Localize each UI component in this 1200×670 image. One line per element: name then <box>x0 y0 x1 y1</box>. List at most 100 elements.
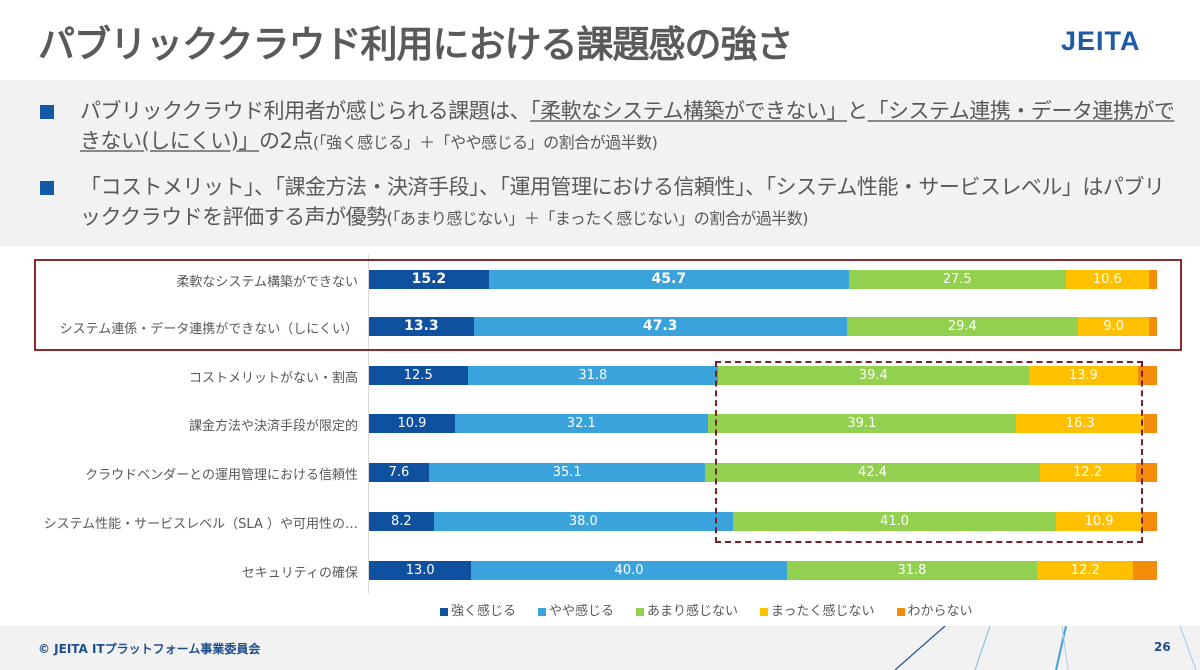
legend-label: あまり感じない <box>647 604 739 619</box>
bar-segment <box>471 561 787 580</box>
footer: © JEITA ITプラットフォーム事業委員会 26 <box>0 626 1200 670</box>
data-label: 13.9 <box>1068 368 1098 383</box>
legend-item: あまり感じない <box>636 600 738 619</box>
data-label: 12.5 <box>403 368 433 383</box>
category-label: 課金方法や決済手段が限定的 <box>188 419 358 434</box>
legend-item: やや感じる <box>538 600 614 619</box>
data-label: 45.7 <box>651 271 687 287</box>
bar-row: 7.6 35.1 42.4 12.2 <box>369 463 1157 482</box>
data-label: 8.2 <box>390 514 412 529</box>
bar-segment <box>718 366 1029 385</box>
bar-segment <box>369 270 489 289</box>
bullet-text-part: 「柔軟なシステム構築ができない」 <box>530 99 848 123</box>
bar-segment <box>1142 512 1157 531</box>
deco-line <box>1055 626 1067 670</box>
data-label: 31.8 <box>578 368 608 383</box>
legend-swatch-icon <box>538 607 547 616</box>
data-label: 12.2 <box>1070 563 1100 578</box>
data-label: 13.3 <box>404 318 439 334</box>
legend-item: 強く感じる <box>440 600 516 619</box>
data-label: 41.0 <box>880 514 910 529</box>
summary-bullet-1: パブリッククラウド利用者が感じられる課題は、「柔軟なシステム構築ができない」と「… <box>40 96 1180 158</box>
data-label: 7.6 <box>388 465 410 480</box>
data-label: 15.2 <box>411 271 447 287</box>
stacked-bar-chart: 柔軟なシステム構築ができない 15.2 45.7 27.5 10.6 システム連係・データ… <box>0 250 1200 630</box>
data-label: 12.2 <box>1073 465 1103 480</box>
category-label: 柔軟なシステム構築ができない <box>176 275 358 290</box>
bar-segment <box>488 270 849 289</box>
bar-segment <box>369 512 434 531</box>
bar-segment <box>454 414 708 433</box>
data-label: 38.0 <box>568 514 598 529</box>
bar-segment <box>786 561 1038 580</box>
bar-row: 8.2 38.0 41.0 10.9 <box>369 512 1157 531</box>
bar-row: 10.9 32.1 39.1 16.3 <box>369 414 1157 433</box>
deco-line <box>894 626 946 670</box>
deco-line <box>1179 626 1197 670</box>
bar-segment <box>1015 414 1145 433</box>
bar-segment <box>369 561 472 580</box>
bar-segment <box>705 463 1040 482</box>
data-label: 27.5 <box>942 272 972 287</box>
deco-line <box>974 626 991 670</box>
data-label: 10.9 <box>1084 514 1114 529</box>
footer-copyright: © JEITA ITプラットフォーム事業委員会 <box>38 642 261 656</box>
square-bullet-icon <box>40 181 54 195</box>
legend-item: まったく感じない <box>760 600 875 619</box>
summary-bullet-2: 「コストメリット」、「課金方法・決済手段」、「運用管理における信頼性」、「システ… <box>40 172 1180 234</box>
bar-segment <box>848 270 1066 289</box>
legend-label: まったく感じない <box>771 604 875 619</box>
legend-label: やや感じる <box>549 604 615 619</box>
legend-item: わからない <box>896 600 973 619</box>
bullet-text-part: (「あまり感じない」＋「まったく感じない」の割合が過半数) <box>386 209 809 228</box>
bar-row: 12.5 31.8 39.4 13.9 <box>369 366 1157 385</box>
bar-segment <box>733 512 1057 531</box>
summary-box: パブリッククラウド利用者が感じられる課題は、「柔軟なシステム構築ができない」と「… <box>0 80 1200 246</box>
legend-label: 強く感じる <box>451 604 517 619</box>
data-label: 42.4 <box>858 465 887 480</box>
data-label: 31.8 <box>897 563 927 578</box>
bar-segment <box>369 317 474 336</box>
deco-line <box>1061 626 1069 670</box>
bullet-text-part: パブリッククラウド利用者が感じられる課題は、 <box>80 99 531 123</box>
legend-swatch-icon <box>440 607 448 616</box>
chart-legend: 強く感じる やや感じる あまり感じない まったく感じない わからない <box>440 600 995 619</box>
category-axis-line <box>368 254 369 594</box>
bar-segment <box>1039 463 1136 482</box>
data-label: 10.9 <box>397 416 427 431</box>
legend-swatch-icon <box>760 607 769 616</box>
bullet-text-part: と <box>847 99 868 123</box>
bar-segment <box>846 317 1079 336</box>
bullet-text-part: 「コストメリット」、「課金方法・決済手段」、「運用管理における信頼性」、「システ… <box>80 175 1165 229</box>
summary-bullet-text: 「コストメリット」、「課金方法・決済手段」、「運用管理における信頼性」、「システ… <box>80 172 1180 234</box>
highlight-solid-box <box>34 259 1182 351</box>
bar-row: 13.3 47.3 29.4 9.0 <box>369 317 1157 336</box>
bar-segment <box>433 512 734 531</box>
bar-segment <box>1037 561 1134 580</box>
category-label: システム性能・サービスレベル（SLA ）や可用性の… <box>43 517 358 532</box>
bar-segment <box>1078 317 1150 336</box>
data-label: 9.0 <box>1103 319 1124 334</box>
summary-bullet-text: パブリッククラウド利用者が感じられる課題は、「柔軟なシステム構築ができない」と「… <box>80 96 1180 158</box>
bar-segment <box>369 463 429 482</box>
bullet-text-part: 「システム連携・データ連携ができない(しにくい)」 <box>80 99 1175 153</box>
bar-segment <box>1028 366 1139 385</box>
category-label: クラウドベンダーとの運用管理における信頼性 <box>85 468 358 483</box>
bar-segment <box>428 463 706 482</box>
bar-segment <box>467 366 719 385</box>
jeita-logo: JEITA <box>1061 26 1141 56</box>
data-label: 16.3 <box>1065 416 1095 431</box>
legend-swatch-icon <box>896 607 905 616</box>
data-label: 32.1 <box>566 416 596 431</box>
bar-segment <box>1144 414 1157 433</box>
bar-segment <box>1133 561 1157 580</box>
bar-segment <box>1065 270 1150 289</box>
data-label: 13.0 <box>405 563 435 578</box>
bar-row: 15.2 45.7 27.5 10.6 <box>369 270 1157 289</box>
category-label: コストメリットがない・割高 <box>188 371 358 386</box>
data-label: 10.6 <box>1092 272 1122 287</box>
highlight-dashed-box <box>715 361 1143 543</box>
square-bullet-icon <box>40 105 54 119</box>
category-label: セキュリティの確保 <box>241 566 358 581</box>
page-title: パブリッククラウド利用における課題感の強さ <box>38 23 794 66</box>
